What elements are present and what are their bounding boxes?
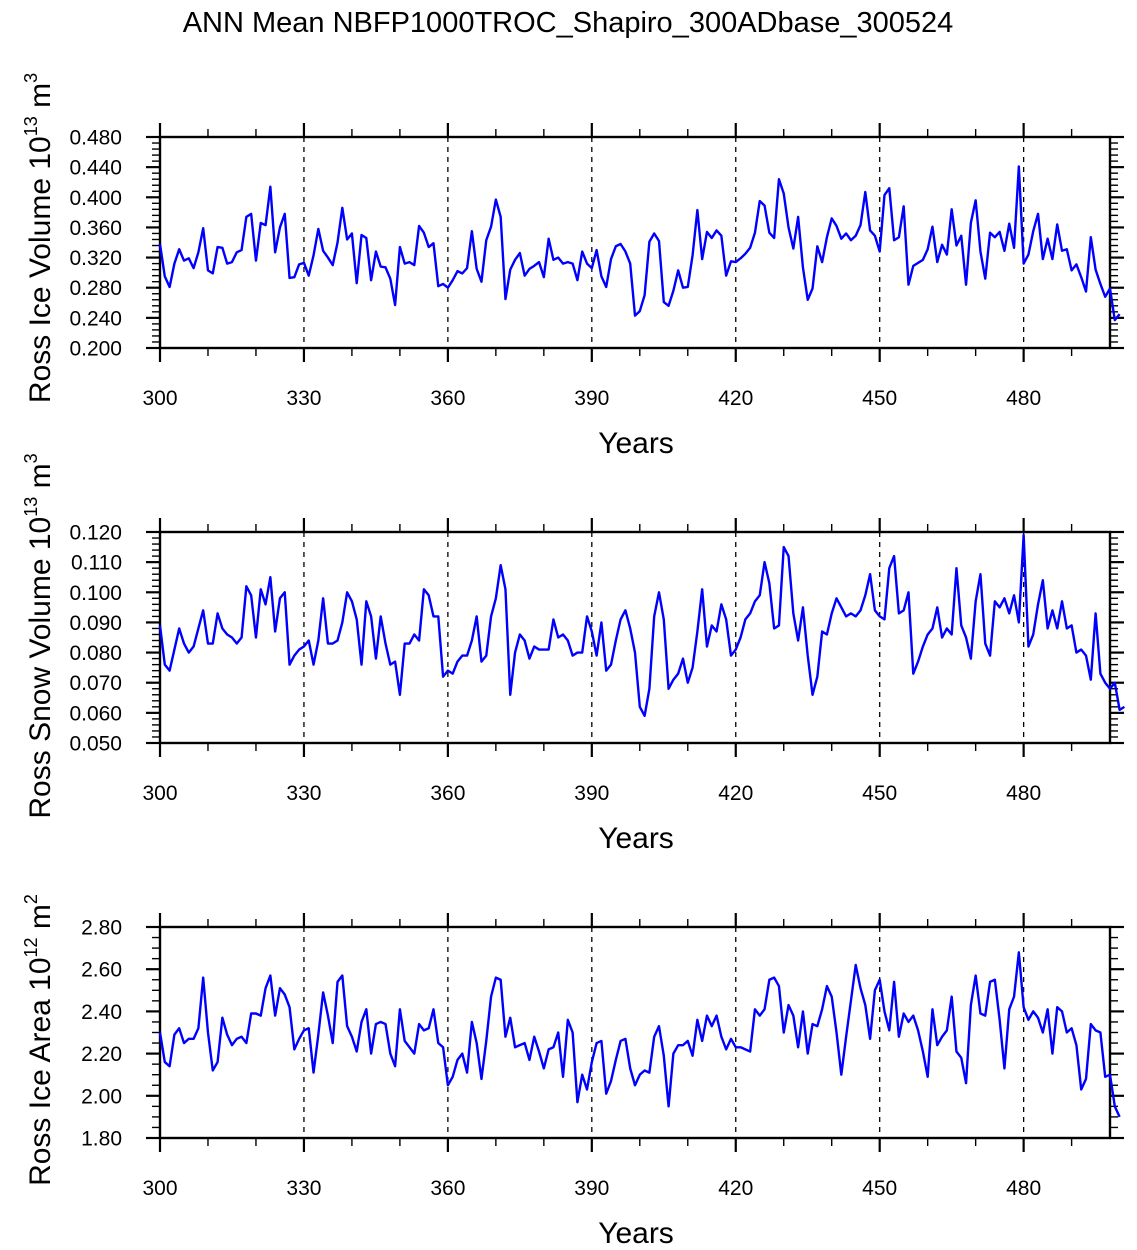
y-tick-label: 2.80: [81, 917, 122, 940]
y-tick-label: 0.200: [69, 338, 122, 361]
y-axis-label-unit: m: [24, 83, 57, 116]
y-tick-label: 2.00: [81, 1085, 122, 1108]
y-tick-label: 0.240: [69, 307, 122, 330]
y-tick-label: 1.80: [81, 1128, 122, 1151]
x-tick-label: 420: [718, 1177, 753, 1200]
x-tick-label: 360: [430, 782, 465, 805]
y-axis-label-unit-exponent: 3: [21, 453, 41, 463]
x-tick-label: 450: [862, 1177, 897, 1200]
y-tick-label: 0.120: [69, 522, 122, 545]
x-tick-label: 390: [574, 782, 609, 805]
series-line-ross-snow-volume: [158, 533, 1126, 718]
series-line-ross-ice-volume: [158, 165, 1121, 322]
x-tick-label: 420: [718, 782, 753, 805]
y-axis-label-unit-exponent: 3: [21, 73, 41, 83]
x-tick-label: 300: [142, 387, 177, 410]
chart-panel-2: 0.050 0.060 0.070 0.080 0.090 0.100 0.110 0.120…: [21, 453, 1126, 855]
y-tick-label: 2.40: [81, 1001, 122, 1024]
y-tick-label: 0.070: [69, 672, 122, 695]
x-axis-label: Years: [598, 427, 674, 460]
y-tick-label: 2.60: [81, 959, 122, 982]
figure-title: ANN Mean NBFP1000TROC_Shapiro_300ADbase_…: [183, 7, 954, 39]
x-tick-label: 330: [286, 1177, 321, 1200]
y-axis-label-exponent: 12: [21, 937, 41, 957]
y-tick-label: 0.440: [69, 157, 122, 180]
x-tick-label: 420: [718, 387, 753, 410]
x-axis-label: Years: [598, 822, 674, 855]
y-tick-label: 0.320: [69, 247, 122, 270]
x-tick-label: 390: [574, 1177, 609, 1200]
x-tick-label: 300: [142, 782, 177, 805]
x-tick-label: 480: [1006, 782, 1041, 805]
y-tick-label: 0.400: [69, 187, 122, 210]
x-tick-label: 450: [862, 782, 897, 805]
chart-panel-1: 0.200 0.240 0.280 0.320 0.360 0.400 0.440 0.480…: [21, 73, 1124, 460]
chart-panel-3: 1.80 2.00 2.20 2.40 2.60 2.80 300 330 360 390 420 4…: [21, 894, 1124, 1250]
y-axis-label-exponent: 13: [21, 497, 41, 517]
x-tick-label: 360: [430, 1177, 465, 1200]
y-tick-label: 0.100: [69, 582, 122, 605]
y-axis-label-unit: m: [24, 904, 57, 937]
y-tick-label: 0.480: [69, 127, 122, 150]
y-tick-label: 0.280: [69, 277, 122, 300]
y-tick-label: 0.050: [69, 733, 122, 756]
x-axis-label: Years: [598, 1217, 674, 1250]
x-tick-label: 330: [286, 782, 321, 805]
y-axis-label-text: Ross Ice Area 10: [24, 957, 57, 1185]
y-axis-label: Ross Ice Volume 1013 m3: [21, 73, 57, 403]
y-tick-label: 0.060: [69, 702, 122, 725]
series-line-ross-ice-area: [158, 951, 1121, 1118]
y-tick-label: 2.20: [81, 1043, 122, 1066]
y-axis-label-text: Ross Ice Volume 10: [24, 136, 57, 403]
y-axis-label-unit-exponent: 2: [21, 894, 41, 904]
x-tick-label: 390: [574, 387, 609, 410]
y-axis-label-exponent: 13: [21, 116, 41, 136]
x-tick-label: 330: [286, 387, 321, 410]
y-tick-label: 0.110: [71, 552, 122, 575]
y-tick-label: 0.080: [69, 642, 122, 665]
x-tick-label: 480: [1006, 387, 1041, 410]
x-tick-label: 450: [862, 387, 897, 410]
y-axis-label: Ross Snow Volume 1013 m3: [21, 453, 57, 818]
plot-frame: [158, 530, 1112, 745]
y-axis-label-text: Ross Snow Volume 10: [24, 517, 57, 819]
x-tick-label: 300: [142, 1177, 177, 1200]
y-axis-label-unit: m: [24, 463, 57, 496]
y-axis-label: Ross Ice Area 1012 m2: [21, 894, 57, 1186]
y-tick-label: 0.360: [69, 217, 122, 240]
x-tick-label: 480: [1006, 1177, 1041, 1200]
y-tick-label: 0.090: [69, 612, 122, 635]
plot-frame: [158, 135, 1112, 350]
x-tick-label: 360: [430, 387, 465, 410]
